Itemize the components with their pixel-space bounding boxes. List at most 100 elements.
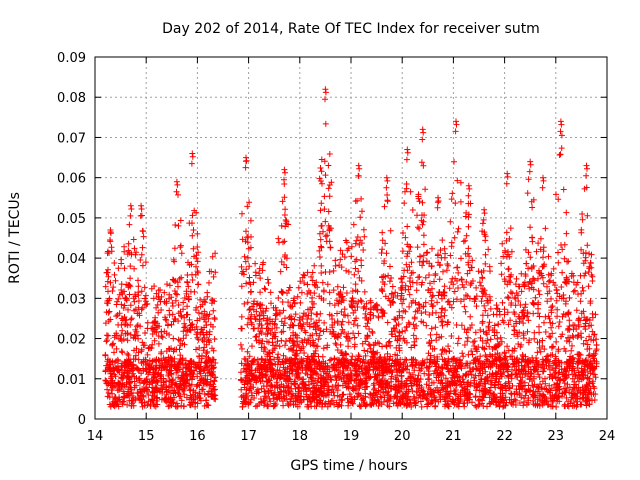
data-point <box>317 236 324 243</box>
data-point <box>121 383 128 390</box>
data-point <box>526 387 533 394</box>
data-point <box>423 322 430 329</box>
data-point <box>439 347 446 354</box>
data-point <box>503 253 510 260</box>
data-point <box>543 353 550 360</box>
data-point <box>413 359 420 366</box>
data-point <box>324 281 331 288</box>
data-point <box>498 338 505 345</box>
data-point <box>575 332 582 339</box>
data-point <box>452 200 459 207</box>
data-point <box>422 299 429 306</box>
data-point <box>555 370 562 376</box>
data-point <box>578 226 585 233</box>
data-point <box>212 269 219 276</box>
data-point <box>109 341 116 348</box>
data-point <box>540 248 547 255</box>
data-point <box>358 262 365 269</box>
data-point <box>490 358 497 365</box>
data-point <box>345 319 352 326</box>
data-point <box>319 403 325 410</box>
data-point <box>369 330 376 336</box>
data-point <box>292 311 299 318</box>
data-point <box>247 306 254 313</box>
data-point <box>280 402 287 409</box>
data-point <box>377 380 384 387</box>
data-point <box>135 375 142 382</box>
data-point <box>201 403 208 409</box>
data-point <box>435 194 441 201</box>
data-point <box>177 217 184 224</box>
data-point <box>128 315 135 322</box>
data-point <box>418 403 425 410</box>
data-point <box>579 211 586 217</box>
data-point <box>167 396 174 402</box>
data-point <box>398 286 405 293</box>
data-point <box>357 403 363 410</box>
data-point <box>589 310 596 317</box>
data-point <box>121 314 128 320</box>
data-point <box>439 356 446 363</box>
data-point <box>525 399 532 406</box>
data-point <box>292 380 298 387</box>
data-point <box>317 385 324 392</box>
data-point <box>204 289 211 296</box>
data-point <box>387 263 393 270</box>
data-point <box>407 399 414 406</box>
data-point <box>254 361 261 368</box>
data-point <box>328 356 334 363</box>
data-point <box>502 402 509 409</box>
data-point <box>238 377 245 384</box>
data-point <box>262 357 269 364</box>
data-point <box>590 355 597 362</box>
data-point <box>102 283 109 290</box>
data-point <box>478 282 484 289</box>
data-point <box>449 396 456 403</box>
data-point <box>557 128 564 135</box>
data-point <box>296 343 302 350</box>
data-point <box>485 363 492 370</box>
data-point <box>406 263 413 270</box>
data-point <box>576 372 583 379</box>
data-point <box>280 389 287 396</box>
data-point <box>419 199 426 206</box>
data-point <box>511 311 518 317</box>
data-point <box>304 269 311 276</box>
data-point <box>424 249 431 256</box>
data-point <box>400 230 406 236</box>
data-point <box>313 311 320 318</box>
data-point <box>154 301 161 308</box>
data-point <box>135 349 142 356</box>
data-point <box>187 371 194 378</box>
data-point <box>379 343 386 350</box>
data-point <box>303 391 310 398</box>
data-point <box>115 265 122 272</box>
data-point <box>211 336 218 343</box>
data-point <box>392 333 399 340</box>
data-point <box>324 403 331 410</box>
data-point <box>358 365 365 372</box>
data-point <box>354 197 361 204</box>
data-point <box>278 258 285 265</box>
data-point <box>444 360 451 367</box>
data-point <box>491 322 498 329</box>
data-point <box>457 298 464 305</box>
data-point <box>536 291 543 298</box>
data-point <box>507 289 514 296</box>
data-point <box>356 274 363 281</box>
data-point <box>408 382 415 389</box>
data-point <box>187 386 194 393</box>
data-point <box>501 311 508 318</box>
data-point <box>395 321 402 328</box>
data-point <box>563 209 570 216</box>
data-point <box>371 303 378 310</box>
data-point <box>504 309 511 316</box>
data-point <box>196 345 203 351</box>
data-point <box>379 274 386 281</box>
data-point <box>528 265 535 272</box>
data-point <box>348 253 355 260</box>
data-point <box>364 360 370 367</box>
data-point <box>156 296 163 303</box>
data-point <box>580 340 587 347</box>
data-point <box>316 317 323 324</box>
